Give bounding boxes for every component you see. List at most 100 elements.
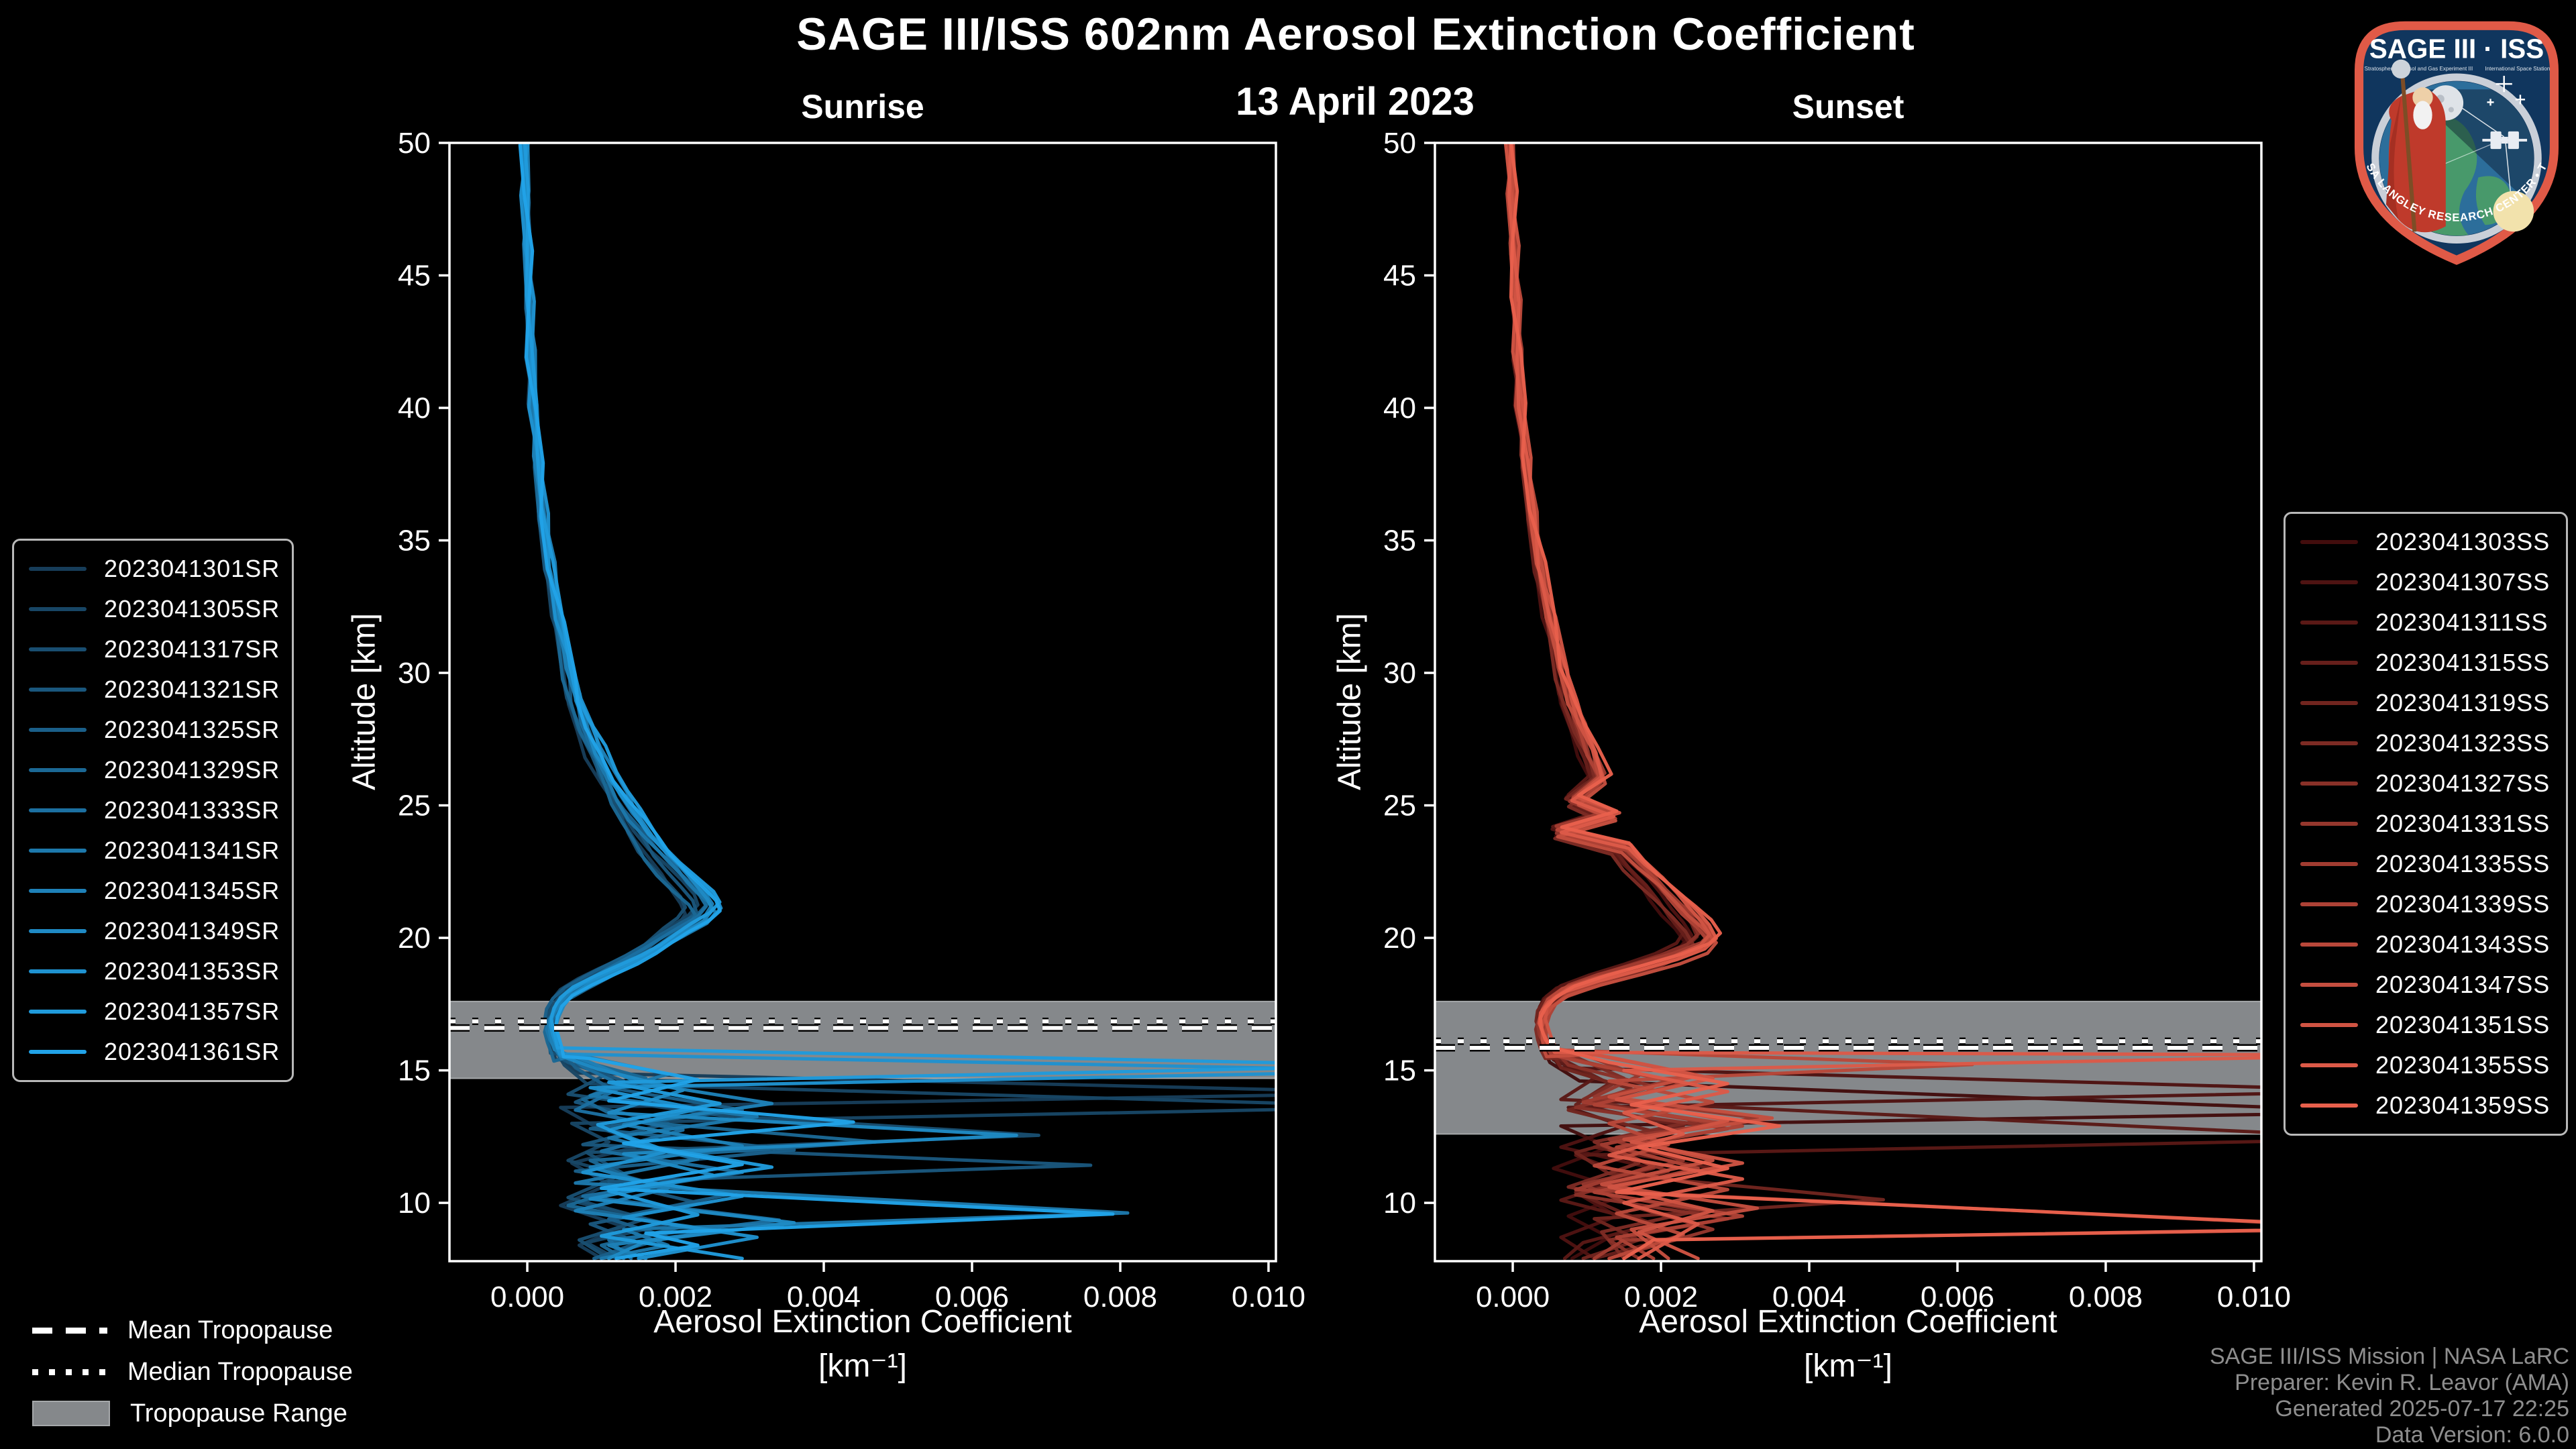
y-tick-label: 40 bbox=[398, 392, 431, 425]
legend-label: 2023041335SS bbox=[2375, 850, 2551, 877]
legend-label: 2023041317SR bbox=[104, 635, 280, 663]
legend-item: 2023041319SS bbox=[2291, 683, 2561, 723]
legend-label: 2023041359SS bbox=[2375, 1091, 2551, 1119]
y-tick-label: 40 bbox=[1383, 392, 1416, 425]
legend-label: 2023041323SS bbox=[2375, 729, 2551, 757]
legend-label: 2023041339SS bbox=[2375, 890, 2551, 918]
legend-label: 2023041345SR bbox=[104, 877, 280, 904]
y-tick-label: 25 bbox=[398, 790, 431, 822]
y-tick-label: 10 bbox=[398, 1187, 431, 1220]
y-axis-label-sunrise: Altitude [km] bbox=[346, 612, 382, 791]
legend-label: 2023041349SR bbox=[104, 917, 280, 945]
y-tick-label: 20 bbox=[1383, 922, 1416, 955]
legend-line-swatch bbox=[2300, 661, 2358, 665]
logo-title: SAGE III · ISS bbox=[2369, 34, 2544, 64]
x-tick-label: 0.006 bbox=[935, 1281, 1009, 1313]
legend-line-swatch bbox=[29, 768, 87, 772]
legend-label: 2023041341SR bbox=[104, 837, 280, 864]
legend-item: 2023041359SS bbox=[2291, 1085, 2561, 1126]
legend-line-swatch bbox=[2300, 862, 2358, 866]
legend-item: 2023041301SR bbox=[19, 549, 286, 589]
legend-item: 2023041333SR bbox=[19, 790, 286, 830]
profile-line-2023041351SS bbox=[1503, 143, 1744, 1260]
legend-item: 2023041323SS bbox=[2291, 723, 2561, 763]
legend-label: 2023041311SS bbox=[2375, 608, 2548, 636]
legend-item: 2023041345SR bbox=[19, 871, 286, 911]
legend-label: 2023041329SR bbox=[104, 756, 280, 784]
legend-line-swatch bbox=[29, 728, 87, 732]
y-tick-label: 15 bbox=[398, 1055, 431, 1087]
tropopause-legend-label: Median Tropopause bbox=[127, 1357, 353, 1386]
credits-block: SAGE III/ISS Mission | NASA LaRC Preparer… bbox=[2210, 1344, 2569, 1448]
legend-item: 2023041353SR bbox=[19, 951, 286, 991]
legend-item: 2023041307SS bbox=[2291, 562, 2561, 602]
tropopause-legend: Mean Tropopause Median Tropopause Tropopau… bbox=[32, 1309, 353, 1434]
legend-label: 2023041351SS bbox=[2375, 1011, 2551, 1038]
legend-item: 2023041327SS bbox=[2291, 763, 2561, 804]
y-tick-label: 30 bbox=[1383, 657, 1416, 690]
x-tick-label: 0.004 bbox=[787, 1281, 861, 1313]
panel-title-sunset: Sunset bbox=[1792, 88, 1904, 125]
profile-line-2023041359SS bbox=[1509, 143, 2261, 1260]
x-tick-label: 0.002 bbox=[1624, 1281, 1698, 1313]
profile-line-2023041357SR bbox=[523, 143, 1276, 1260]
y-tick-label: 10 bbox=[1383, 1187, 1416, 1220]
y-axis-label-sunset: Altitude [km] bbox=[1332, 612, 1368, 791]
legend-label: 2023041301SR bbox=[104, 555, 280, 582]
y-tick-label: 50 bbox=[1383, 127, 1416, 160]
legend-label: 2023041305SR bbox=[104, 595, 280, 623]
legend-line-swatch bbox=[2300, 822, 2358, 826]
tropopause-legend-item: Median Tropopause bbox=[32, 1351, 353, 1393]
legend-item: 2023041321SR bbox=[19, 669, 286, 710]
x-axis-label-sunrise: Aerosol Extinction Coefficient [km⁻¹] bbox=[449, 1300, 1276, 1389]
logo-iss bbox=[2482, 131, 2528, 150]
legend-item: 2023041351SS bbox=[2291, 1005, 2561, 1045]
y-tick-label: 30 bbox=[398, 657, 431, 690]
band-swatch bbox=[32, 1401, 110, 1426]
tropopause-legend-item: Mean Tropopause bbox=[32, 1309, 353, 1351]
legend-line-swatch bbox=[29, 808, 87, 812]
legend-line-swatch bbox=[2300, 1104, 2358, 1108]
legend-line-swatch bbox=[29, 607, 87, 611]
x-tick-label: 0.010 bbox=[2217, 1281, 2291, 1313]
legend-line-swatch bbox=[29, 647, 87, 651]
legend-line-swatch bbox=[2300, 580, 2358, 584]
profile-line-2023041355SS bbox=[1507, 143, 2261, 1260]
logo-scan-line-moon bbox=[2454, 102, 2505, 138]
legend-line-swatch bbox=[2300, 983, 2358, 987]
legend-item: 2023041311SS bbox=[2291, 602, 2561, 643]
logo-subtitle-right: International Space Station bbox=[2485, 66, 2550, 72]
legend-item: 2023041303SS bbox=[2291, 522, 2561, 562]
tropopause-legend-label: Mean Tropopause bbox=[127, 1316, 333, 1344]
legend-line-swatch bbox=[29, 688, 87, 692]
logo-figure bbox=[2385, 59, 2446, 233]
y-tick-label: 45 bbox=[398, 260, 431, 292]
legend-label: 2023041325SR bbox=[104, 716, 280, 743]
legend-label: 2023041307SS bbox=[2375, 568, 2551, 596]
x-tick-label: 0.000 bbox=[1476, 1281, 1550, 1313]
legend-item: 2023041355SS bbox=[2291, 1045, 2561, 1085]
legend-label: 2023041361SR bbox=[104, 1038, 280, 1065]
legend-item: 2023041331SS bbox=[2291, 804, 2561, 844]
legend-line-swatch bbox=[29, 929, 87, 933]
legend-item: 2023041317SR bbox=[19, 629, 286, 669]
legend-label: 2023041353SR bbox=[104, 957, 280, 985]
legend-line-swatch bbox=[29, 567, 87, 571]
legend-line-swatch bbox=[2300, 1023, 2358, 1027]
tropopause-legend-item: Tropopause Range bbox=[32, 1393, 353, 1434]
x-tick-label: 0.008 bbox=[2069, 1281, 2143, 1313]
legend-line-swatch bbox=[2300, 621, 2358, 625]
x-tick-label: 0.006 bbox=[1921, 1281, 1994, 1313]
x-axis-label-sunset: Aerosol Extinction Coefficient [km⁻¹] bbox=[1435, 1300, 2261, 1389]
plot-frame bbox=[448, 142, 1277, 1263]
y-tick-label: 25 bbox=[1383, 790, 1416, 822]
legend-line-swatch bbox=[2300, 701, 2358, 705]
legend-line-swatch bbox=[2300, 1063, 2358, 1067]
y-tick-label: 50 bbox=[398, 127, 431, 160]
dashed-swatch bbox=[32, 1327, 107, 1334]
legend-item: 2023041341SR bbox=[19, 830, 286, 871]
legend-line-swatch bbox=[2300, 741, 2358, 745]
legend-label: 2023041333SR bbox=[104, 796, 280, 824]
